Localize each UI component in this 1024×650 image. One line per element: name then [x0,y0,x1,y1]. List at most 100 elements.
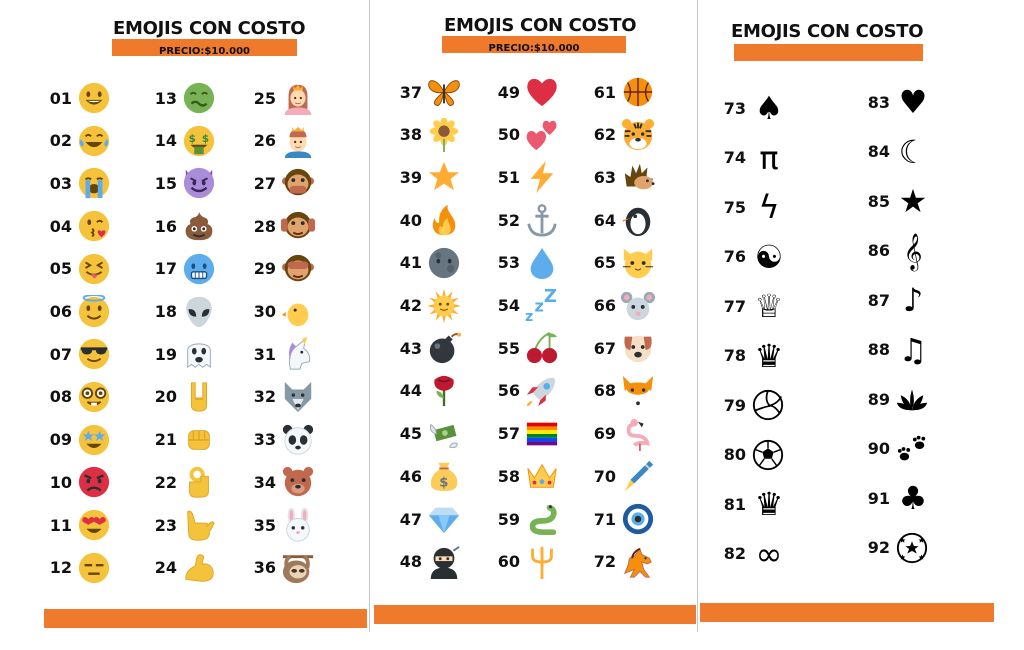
emoji-item: 06 [42,292,111,332]
item-number: 90 [867,439,890,458]
footer-bar [44,609,367,628]
sunglasses-face-icon [78,339,110,370]
item-number: 88 [867,340,890,359]
item-number: 72 [593,552,616,572]
pi-icon: π [759,138,779,177]
clover-icon: ♣ [898,479,928,517]
crown-outline-icon: ♕ [754,287,784,325]
rabbit-icon [286,508,310,542]
emoji-item: 60 [490,542,559,582]
fist-icon [188,429,210,450]
item-number: 43 [399,338,422,358]
basketball-icon [623,77,653,107]
call-me-hand-icon [187,510,215,541]
item-number: 33 [253,430,276,450]
item-number: 13 [154,88,177,108]
anchor-icon [527,204,557,237]
footer-bar [700,603,994,622]
emoji-item: 29 [246,249,315,289]
item-number: 28 [253,216,276,236]
item-number: 32 [253,387,276,407]
nazar-amulet-icon [622,503,654,535]
emoji-item: 17 [147,249,216,289]
red-heart-icon [527,78,557,107]
emoji-item: 22 [147,462,216,502]
fox-face-icon [622,375,654,407]
money-mouth-face-icon: $ $ [183,125,215,156]
item-number: 82 [723,544,746,563]
emoji-item: 08 [42,377,111,417]
item-number: 01 [49,88,72,108]
svg-text:Z: Z [544,289,557,307]
item-number: 61 [593,82,616,102]
price-label: PRECIO:$10.000 [488,43,580,54]
emoji-item: 59 [490,499,559,539]
emoji-item: 43 [392,328,461,368]
item-number: 45 [399,424,422,444]
emoji-item: 41 [392,243,461,283]
emoji-item: 30 [246,292,315,332]
item-number: 87 [867,290,890,310]
item-number: 10 [49,472,72,492]
star-icon [428,162,460,191]
emoji-item: 45 [392,414,461,454]
fountain-pen-icon [624,461,654,492]
crescent-moon-icon: ☾ [898,132,928,171]
butterfly-icon [428,80,460,106]
hear-no-evil-monkey-icon [281,211,315,239]
trident-icon [531,546,553,579]
tongue-squint-face-icon [78,253,110,284]
item-number: 64 [593,210,616,230]
item-number: 62 [593,125,616,145]
emoji-item: 61 [586,72,655,112]
item-number: 73 [723,98,746,118]
emoji-item: 26 [246,121,315,161]
emoji-item: 02 [42,121,111,161]
item-number: 78 [723,346,746,365]
item-number: 22 [154,472,177,492]
item-number: 67 [593,338,616,358]
emoji-item: 21 [147,420,216,460]
emoji-item: 07 [42,334,111,374]
droplet-icon [530,247,554,279]
emoji-item: 25 [246,78,315,118]
infinity-icon: ∞ [755,534,783,573]
emoji-item: 10 [42,462,111,502]
cherries-icon [526,332,558,364]
emoji-item: 87 ♪ [860,280,931,320]
emoji-item: 39 [392,157,461,197]
emoji-item: 37 [392,72,461,112]
rose-icon [434,375,454,407]
item-number: 49 [497,82,520,102]
item-number: 74 [723,148,746,167]
item-number: 38 [399,125,422,145]
zzz-icon: zz Z [525,289,557,323]
emoji-item: 19 [147,334,216,374]
item-number: 52 [497,210,520,230]
item-number: 63 [593,167,616,187]
emoji-item: 92 [860,528,929,568]
emoji-item: 23 [147,505,216,545]
svg-text:z: z [525,309,533,323]
emoji-item: 47 [392,499,461,539]
item-number: 46 [399,466,422,486]
emoji-item: 76 ☯ [716,237,787,277]
emoji-item: 34 [246,462,315,502]
item-number: 08 [49,387,72,407]
item-number: 29 [253,259,276,279]
emoji-item: 24 [147,548,216,588]
sun-face-icon [427,288,461,323]
emoji-item: 91 ♣ [860,478,931,518]
item-number: 85 [867,191,890,211]
emoji-item: 42 [392,286,461,326]
item-number: 48 [399,552,422,572]
queen-chess-icon: ♛ [754,485,784,523]
item-number: 66 [593,296,616,315]
emoji-item: 05 [42,249,111,289]
emoji-item: 68 [586,371,655,411]
emoji-item: 54 z z Z [490,286,559,326]
rainbow-flag-icon [526,422,558,445]
nerd-face-icon [78,381,110,413]
dog-face-icon [624,335,652,363]
cold-face-icon [183,253,215,284]
